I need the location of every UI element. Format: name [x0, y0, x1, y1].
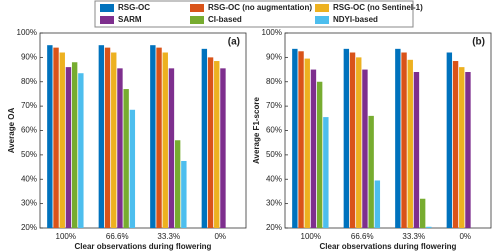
y-tick-label: 80% [266, 77, 282, 86]
x-tick-label: 100% [301, 232, 321, 241]
bar [111, 52, 117, 228]
bar [174, 140, 181, 228]
bar [129, 109, 136, 228]
legend-label: NDYI-based [333, 15, 378, 24]
x-axis-title: Clear observations during flowering [320, 242, 457, 251]
y-tick-label: 70% [21, 101, 37, 110]
bar [162, 52, 168, 228]
bar [201, 48, 208, 228]
bar [419, 198, 426, 228]
x-tick-label: 66.6% [106, 232, 129, 241]
bar [452, 61, 459, 228]
y-tick-label: 30% [266, 199, 282, 208]
legend-label: RSG-OC (no Sentinel-1) [333, 3, 423, 12]
y-axis-title: Average OA [7, 108, 16, 154]
y-tick-label: 40% [266, 174, 282, 183]
bar [446, 52, 453, 228]
bar [123, 89, 129, 228]
bar [426, 226, 432, 228]
legend-box [94, 0, 414, 28]
bar [395, 48, 401, 228]
bar [298, 51, 304, 228]
panel-label: (a) [228, 37, 240, 48]
y-tick-label: 90% [21, 52, 37, 61]
x-tick-label: 66.6% [351, 232, 374, 241]
bar [53, 47, 59, 228]
bar [304, 58, 310, 228]
x-tick-label: 100% [56, 232, 76, 241]
y-tick-label: 100% [262, 28, 282, 37]
x-axis-title: Clear observations during flowering [75, 242, 212, 251]
bar [459, 67, 465, 228]
bar [316, 81, 323, 228]
legend-swatch [315, 16, 329, 24]
y-tick-label: 60% [21, 126, 37, 135]
panel-label: (b) [472, 37, 485, 48]
legend-swatch [190, 4, 204, 12]
bar [71, 62, 78, 228]
bar [104, 47, 111, 228]
y-tick-label: 60% [266, 126, 282, 135]
bar [310, 69, 317, 228]
legend-swatch [100, 4, 114, 12]
bar [47, 45, 53, 228]
legend-label: SARM [118, 15, 142, 24]
y-tick-label: 20% [266, 223, 282, 232]
legend-swatch [315, 4, 329, 12]
bar [401, 52, 407, 228]
bar [78, 73, 84, 228]
bar [407, 59, 413, 228]
y-tick-label: 50% [266, 150, 282, 159]
x-tick-label: 33.3% [157, 232, 180, 241]
bar [292, 48, 298, 228]
bar [168, 68, 175, 228]
bar [181, 160, 187, 228]
bar [59, 52, 65, 228]
y-tick-label: 90% [266, 52, 282, 61]
bar [207, 57, 214, 228]
x-tick-label: 0% [214, 232, 226, 241]
y-tick-label: 20% [21, 223, 37, 232]
legend-label: RSG-OC (no augmentation) [208, 3, 312, 12]
bar [156, 47, 162, 228]
y-tick-label: 50% [21, 150, 37, 159]
legend-label: RSG-OC [118, 3, 150, 12]
bar [98, 45, 105, 228]
bar [413, 72, 420, 228]
bar [362, 69, 368, 228]
bar [214, 61, 220, 228]
bar [368, 115, 374, 228]
bar [65, 67, 72, 228]
legend-label: CI-based [208, 15, 242, 24]
y-tick-label: 40% [21, 174, 37, 183]
x-tick-label: 33.3% [402, 232, 425, 241]
bar [343, 48, 350, 228]
bar [374, 180, 381, 228]
bar [323, 117, 329, 228]
legend-swatch [100, 16, 114, 24]
bar [150, 45, 156, 228]
y-tick-label: 30% [21, 199, 37, 208]
bar [117, 68, 123, 228]
x-tick-label: 0% [459, 232, 471, 241]
bar [356, 57, 362, 228]
y-tick-label: 100% [17, 28, 37, 37]
bar [220, 68, 226, 228]
bar [465, 72, 471, 228]
y-axis-title: Average F1-score [252, 97, 261, 164]
bar [349, 52, 356, 228]
y-tick-label: 80% [21, 77, 37, 86]
y-tick-label: 70% [266, 101, 282, 110]
legend-swatch [190, 16, 204, 24]
